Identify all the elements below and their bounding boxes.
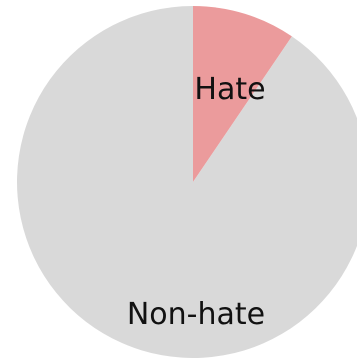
pie-slice-non-hate <box>17 6 357 358</box>
slice-label-non-hate: Non-hate <box>127 297 265 332</box>
pie-slices <box>17 6 357 358</box>
pie-slice-hate <box>193 6 292 182</box>
slice-label-hate: Hate <box>194 72 265 107</box>
